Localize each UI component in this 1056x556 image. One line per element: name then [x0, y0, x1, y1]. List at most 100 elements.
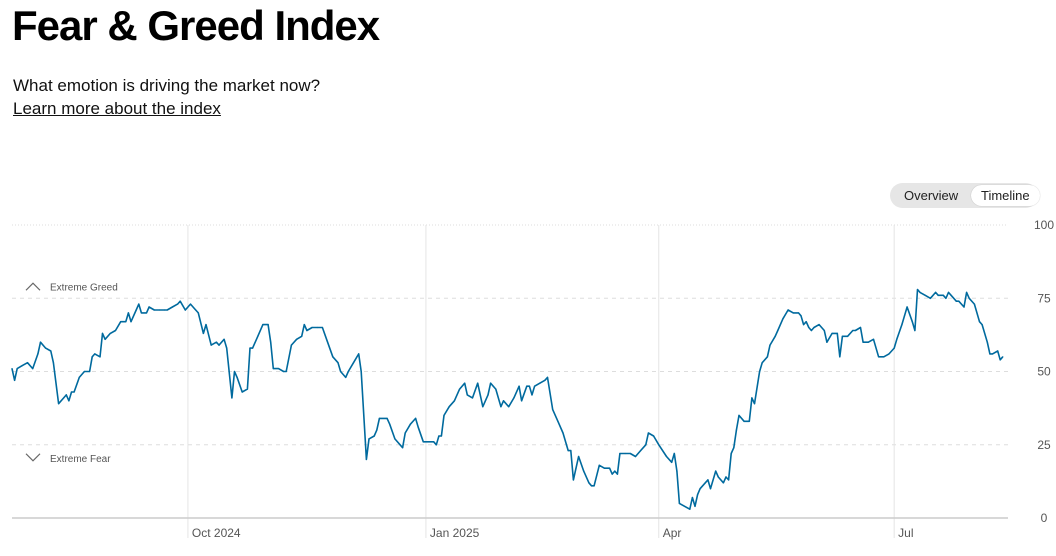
data-point: [526, 385, 528, 387]
data-point: [986, 341, 988, 343]
data-point: [177, 303, 179, 305]
tab-timeline[interactable]: Timeline: [971, 185, 1040, 206]
data-point: [365, 458, 367, 460]
data-point: [730, 452, 732, 455]
data-point: [624, 452, 626, 455]
data-point: [306, 329, 308, 332]
data-point: [471, 397, 474, 399]
data-point: [797, 312, 800, 314]
data-point: [402, 447, 404, 449]
x-axis-ticks: Oct 2024 Jan 2025 Apr Jul: [192, 526, 914, 540]
data-point: [435, 444, 437, 446]
data-point: [658, 444, 660, 446]
x-tick-label: Apr: [663, 526, 682, 540]
data-point: [37, 353, 39, 355]
data-point: [546, 376, 549, 378]
data-point: [16, 368, 18, 370]
data-point: [603, 467, 606, 469]
data-point: [911, 321, 913, 323]
data-point: [52, 362, 55, 364]
data-point: [691, 496, 694, 499]
data-point: [709, 488, 712, 490]
data-point: [847, 335, 849, 337]
data-point: [68, 400, 70, 402]
data-point: [813, 326, 815, 329]
data-point: [989, 353, 991, 355]
page-title: Fear & Greed Index: [12, 2, 380, 49]
data-point: [89, 370, 91, 373]
y-tick-label: 0: [1041, 511, 1048, 525]
data-point: [839, 356, 841, 358]
data-point: [358, 353, 360, 355]
data-point: [422, 441, 424, 443]
data-point: [267, 324, 269, 326]
page-subtitle: What emotion is driving the market now?: [13, 76, 321, 95]
data-point: [528, 385, 531, 387]
extreme-greed-label: Extreme Greed: [50, 282, 118, 293]
data-point: [453, 400, 455, 402]
data-point: [148, 306, 150, 308]
data-point: [640, 450, 642, 452]
data-point: [588, 482, 590, 484]
data-point: [578, 455, 580, 458]
learn-more-link[interactable]: Learn more about the index: [13, 99, 221, 118]
data-point: [929, 297, 932, 299]
data-point: [327, 341, 329, 343]
data-point: [215, 341, 217, 343]
data-point: [699, 488, 701, 490]
data-point: [316, 326, 318, 329]
data-point: [823, 329, 825, 332]
data-point: [45, 347, 47, 349]
data-point: [947, 291, 950, 293]
data-point: [942, 294, 944, 296]
data-point: [153, 309, 155, 311]
data-point: [924, 294, 926, 296]
data-point: [567, 450, 569, 452]
tab-overview[interactable]: Overview: [904, 188, 959, 203]
data-point: [717, 476, 719, 478]
data-point: [321, 326, 323, 329]
data-point: [787, 309, 789, 311]
data-points: [11, 288, 1004, 510]
data-point: [145, 312, 148, 314]
data-point: [345, 376, 347, 378]
data-point: [296, 338, 298, 340]
data-point: [277, 368, 280, 370]
data-point: [684, 505, 686, 507]
data-point: [751, 397, 753, 399]
data-point: [999, 359, 1001, 361]
data-point: [104, 338, 106, 340]
fear-greed-timeline-chart: Extreme Greed Extreme Fear 0 25 50 75 100 Oc…: [11, 218, 1054, 540]
data-point: [645, 444, 647, 446]
data-point: [340, 370, 342, 373]
data-point: [552, 409, 554, 411]
grid-lines: [12, 224, 1008, 446]
data-point: [226, 347, 228, 349]
data-point: [252, 347, 254, 349]
data-point: [389, 423, 391, 425]
data-point: [653, 435, 655, 437]
data-point: [368, 438, 370, 440]
y-tick-label: 75: [1037, 291, 1051, 305]
data-point: [634, 455, 637, 458]
data-point: [311, 326, 313, 329]
data-point: [777, 329, 779, 332]
data-point: [583, 470, 585, 472]
data-point: [743, 420, 745, 422]
data-point: [11, 368, 13, 370]
data-point: [893, 347, 895, 349]
data-point: [337, 362, 339, 364]
data-point: [164, 309, 166, 311]
data-point: [539, 382, 541, 384]
data-point: [130, 321, 132, 323]
data-point: [249, 347, 251, 349]
data-point: [945, 297, 947, 299]
data-point: [665, 455, 668, 458]
data-point: [189, 303, 192, 305]
data-point: [65, 394, 67, 396]
data-point: [443, 414, 445, 416]
data-point: [759, 370, 761, 373]
data-point: [914, 329, 916, 332]
data-point: [233, 370, 236, 373]
y-axis-ticks: 0 25 50 75 100: [1034, 218, 1054, 525]
